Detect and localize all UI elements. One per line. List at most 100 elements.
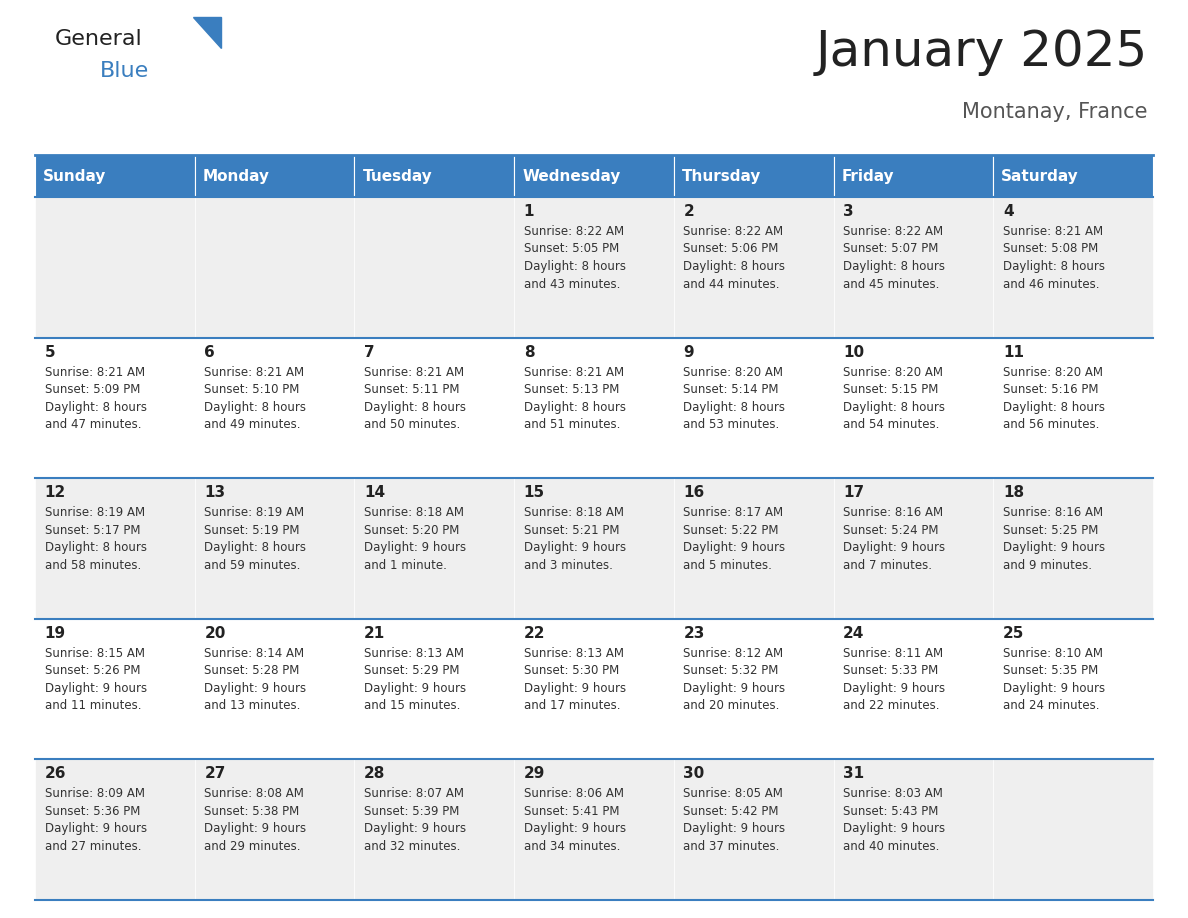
Text: Sunrise: 8:12 AM
Sunset: 5:32 PM
Daylight: 9 hours
and 20 minutes.: Sunrise: 8:12 AM Sunset: 5:32 PM Dayligh… xyxy=(683,647,785,712)
Text: Sunrise: 8:21 AM
Sunset: 5:09 PM
Daylight: 8 hours
and 47 minutes.: Sunrise: 8:21 AM Sunset: 5:09 PM Dayligh… xyxy=(45,365,146,431)
Bar xyxy=(993,759,1154,900)
Bar xyxy=(993,197,1154,338)
Bar xyxy=(674,759,834,900)
Text: 24: 24 xyxy=(843,626,865,641)
Text: Sunrise: 8:22 AM
Sunset: 5:05 PM
Daylight: 8 hours
and 43 minutes.: Sunrise: 8:22 AM Sunset: 5:05 PM Dayligh… xyxy=(524,225,626,290)
Text: Sunrise: 8:16 AM
Sunset: 5:25 PM
Daylight: 9 hours
and 9 minutes.: Sunrise: 8:16 AM Sunset: 5:25 PM Dayligh… xyxy=(1003,506,1105,572)
Text: 3: 3 xyxy=(843,204,854,219)
Bar xyxy=(834,155,993,197)
Bar xyxy=(34,478,195,619)
Text: 16: 16 xyxy=(683,486,704,500)
Text: 26: 26 xyxy=(45,767,67,781)
Text: 14: 14 xyxy=(364,486,385,500)
Bar xyxy=(195,197,354,338)
Polygon shape xyxy=(192,17,221,48)
Text: 25: 25 xyxy=(1003,626,1024,641)
Text: 31: 31 xyxy=(843,767,865,781)
Text: 17: 17 xyxy=(843,486,865,500)
Bar xyxy=(195,338,354,478)
Text: Sunrise: 8:19 AM
Sunset: 5:19 PM
Daylight: 8 hours
and 59 minutes.: Sunrise: 8:19 AM Sunset: 5:19 PM Dayligh… xyxy=(204,506,307,572)
Bar xyxy=(354,619,514,759)
Bar xyxy=(514,155,674,197)
Bar xyxy=(354,338,514,478)
Text: 18: 18 xyxy=(1003,486,1024,500)
Text: 7: 7 xyxy=(364,344,374,360)
Text: Sunrise: 8:20 AM
Sunset: 5:14 PM
Daylight: 8 hours
and 53 minutes.: Sunrise: 8:20 AM Sunset: 5:14 PM Dayligh… xyxy=(683,365,785,431)
Text: 20: 20 xyxy=(204,626,226,641)
Bar xyxy=(674,155,834,197)
Text: 2: 2 xyxy=(683,204,694,219)
Text: Sunrise: 8:16 AM
Sunset: 5:24 PM
Daylight: 9 hours
and 7 minutes.: Sunrise: 8:16 AM Sunset: 5:24 PM Dayligh… xyxy=(843,506,946,572)
Text: General: General xyxy=(55,29,143,49)
Text: 29: 29 xyxy=(524,767,545,781)
Text: 6: 6 xyxy=(204,344,215,360)
Text: Sunrise: 8:18 AM
Sunset: 5:20 PM
Daylight: 9 hours
and 1 minute.: Sunrise: 8:18 AM Sunset: 5:20 PM Dayligh… xyxy=(364,506,466,572)
Text: Sunrise: 8:22 AM
Sunset: 5:06 PM
Daylight: 8 hours
and 44 minutes.: Sunrise: 8:22 AM Sunset: 5:06 PM Dayligh… xyxy=(683,225,785,290)
Bar xyxy=(834,338,993,478)
Bar xyxy=(674,338,834,478)
Bar xyxy=(993,619,1154,759)
Text: Sunrise: 8:20 AM
Sunset: 5:16 PM
Daylight: 8 hours
and 56 minutes.: Sunrise: 8:20 AM Sunset: 5:16 PM Dayligh… xyxy=(1003,365,1105,431)
Bar xyxy=(674,478,834,619)
Bar xyxy=(34,619,195,759)
Bar xyxy=(514,478,674,619)
Bar xyxy=(514,759,674,900)
Bar xyxy=(34,197,195,338)
Text: Montanay, France: Montanay, France xyxy=(962,102,1148,122)
Bar xyxy=(514,338,674,478)
Text: 23: 23 xyxy=(683,626,704,641)
Text: Sunrise: 8:14 AM
Sunset: 5:28 PM
Daylight: 9 hours
and 13 minutes.: Sunrise: 8:14 AM Sunset: 5:28 PM Dayligh… xyxy=(204,647,307,712)
Bar xyxy=(674,619,834,759)
Bar xyxy=(514,197,674,338)
Bar xyxy=(34,155,195,197)
Bar xyxy=(993,338,1154,478)
Text: Sunrise: 8:20 AM
Sunset: 5:15 PM
Daylight: 8 hours
and 54 minutes.: Sunrise: 8:20 AM Sunset: 5:15 PM Dayligh… xyxy=(843,365,946,431)
Bar xyxy=(195,619,354,759)
Bar xyxy=(34,338,195,478)
Text: 11: 11 xyxy=(1003,344,1024,360)
Text: Sunrise: 8:21 AM
Sunset: 5:08 PM
Daylight: 8 hours
and 46 minutes.: Sunrise: 8:21 AM Sunset: 5:08 PM Dayligh… xyxy=(1003,225,1105,290)
Text: Sunrise: 8:19 AM
Sunset: 5:17 PM
Daylight: 8 hours
and 58 minutes.: Sunrise: 8:19 AM Sunset: 5:17 PM Dayligh… xyxy=(45,506,146,572)
Bar xyxy=(674,197,834,338)
Text: Sunrise: 8:07 AM
Sunset: 5:39 PM
Daylight: 9 hours
and 32 minutes.: Sunrise: 8:07 AM Sunset: 5:39 PM Dayligh… xyxy=(364,788,466,853)
Text: Sunrise: 8:05 AM
Sunset: 5:42 PM
Daylight: 9 hours
and 37 minutes.: Sunrise: 8:05 AM Sunset: 5:42 PM Dayligh… xyxy=(683,788,785,853)
Bar xyxy=(195,155,354,197)
Text: 28: 28 xyxy=(364,767,385,781)
Bar xyxy=(354,478,514,619)
Text: Friday: Friday xyxy=(841,169,895,184)
Bar xyxy=(834,478,993,619)
Text: 22: 22 xyxy=(524,626,545,641)
Text: Sunrise: 8:17 AM
Sunset: 5:22 PM
Daylight: 9 hours
and 5 minutes.: Sunrise: 8:17 AM Sunset: 5:22 PM Dayligh… xyxy=(683,506,785,572)
Text: January 2025: January 2025 xyxy=(816,28,1148,76)
Text: Monday: Monday xyxy=(203,169,270,184)
Text: Saturday: Saturday xyxy=(1001,169,1079,184)
Text: Wednesday: Wednesday xyxy=(523,169,620,184)
Text: Blue: Blue xyxy=(100,61,150,81)
Bar xyxy=(354,197,514,338)
Text: 15: 15 xyxy=(524,486,545,500)
Bar xyxy=(195,478,354,619)
Text: Sunrise: 8:03 AM
Sunset: 5:43 PM
Daylight: 9 hours
and 40 minutes.: Sunrise: 8:03 AM Sunset: 5:43 PM Dayligh… xyxy=(843,788,946,853)
Text: Sunrise: 8:09 AM
Sunset: 5:36 PM
Daylight: 9 hours
and 27 minutes.: Sunrise: 8:09 AM Sunset: 5:36 PM Dayligh… xyxy=(45,788,146,853)
Bar xyxy=(834,619,993,759)
Text: 4: 4 xyxy=(1003,204,1013,219)
Text: 13: 13 xyxy=(204,486,226,500)
Bar xyxy=(354,759,514,900)
Text: 10: 10 xyxy=(843,344,865,360)
Text: 5: 5 xyxy=(45,344,55,360)
Text: Sunrise: 8:13 AM
Sunset: 5:30 PM
Daylight: 9 hours
and 17 minutes.: Sunrise: 8:13 AM Sunset: 5:30 PM Dayligh… xyxy=(524,647,626,712)
Bar xyxy=(993,155,1154,197)
Text: 9: 9 xyxy=(683,344,694,360)
Text: 8: 8 xyxy=(524,344,535,360)
Text: 1: 1 xyxy=(524,204,535,219)
Bar xyxy=(993,478,1154,619)
Bar xyxy=(34,759,195,900)
Text: Sunrise: 8:10 AM
Sunset: 5:35 PM
Daylight: 9 hours
and 24 minutes.: Sunrise: 8:10 AM Sunset: 5:35 PM Dayligh… xyxy=(1003,647,1105,712)
Text: Sunrise: 8:21 AM
Sunset: 5:13 PM
Daylight: 8 hours
and 51 minutes.: Sunrise: 8:21 AM Sunset: 5:13 PM Dayligh… xyxy=(524,365,626,431)
Text: 12: 12 xyxy=(45,486,65,500)
Bar xyxy=(195,759,354,900)
Text: Sunday: Sunday xyxy=(43,169,107,184)
Text: Thursday: Thursday xyxy=(682,169,762,184)
Text: 30: 30 xyxy=(683,767,704,781)
Text: Tuesday: Tuesday xyxy=(362,169,432,184)
